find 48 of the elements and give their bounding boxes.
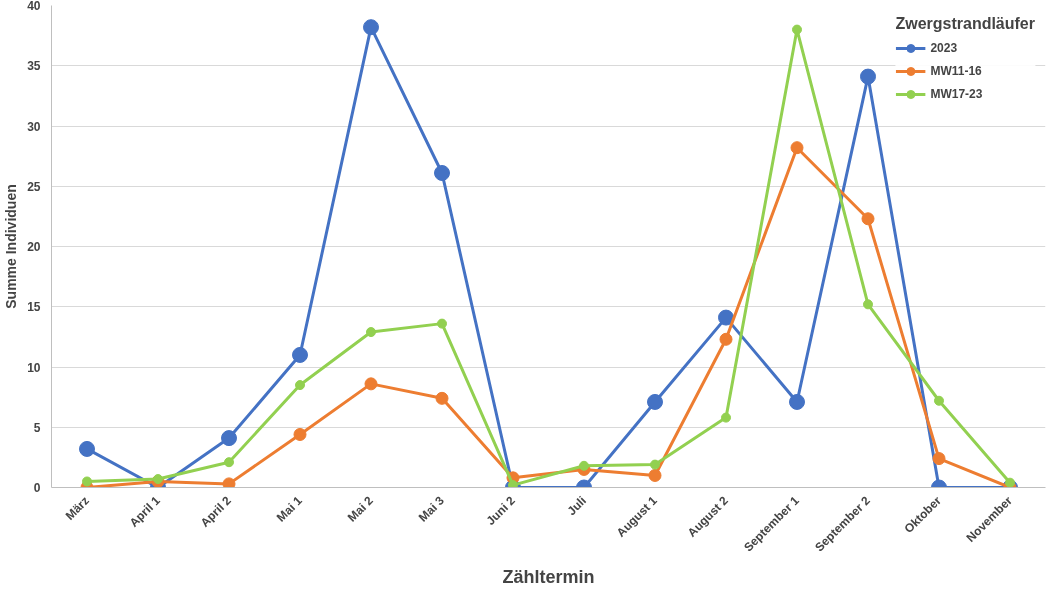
point bbox=[648, 468, 662, 482]
point bbox=[790, 141, 804, 155]
point bbox=[364, 377, 378, 391]
y-axis-title: Summe Individuen bbox=[3, 184, 20, 309]
point bbox=[79, 440, 95, 457]
point bbox=[293, 427, 307, 441]
point bbox=[579, 460, 589, 471]
point bbox=[437, 318, 447, 329]
y-tick-label: 40 bbox=[27, 0, 41, 13]
point bbox=[792, 24, 802, 35]
point bbox=[221, 430, 237, 447]
y-tick-label: 20 bbox=[27, 240, 41, 254]
x-tick-label: Juli bbox=[564, 493, 589, 519]
legend-label: MW11-16 bbox=[930, 64, 982, 78]
point bbox=[224, 457, 234, 468]
y-tick-label: 15 bbox=[27, 300, 41, 315]
y-tick-label: 30 bbox=[27, 119, 41, 134]
y-tick-label: 10 bbox=[27, 360, 41, 375]
y-tick-label: 25 bbox=[27, 179, 41, 194]
legend-title: Zwergstrandläufer bbox=[895, 15, 1035, 33]
point bbox=[650, 459, 660, 470]
point bbox=[363, 19, 379, 36]
point bbox=[934, 395, 944, 406]
point bbox=[863, 299, 873, 310]
point bbox=[222, 477, 236, 488]
x-axis-title: Zähltermin bbox=[502, 567, 595, 588]
point bbox=[292, 346, 308, 363]
point bbox=[721, 412, 731, 423]
point bbox=[82, 476, 92, 487]
legend-label: 2023 bbox=[930, 41, 958, 55]
point bbox=[435, 391, 449, 405]
point bbox=[434, 165, 450, 181]
x-tick-label: Mai 2 bbox=[344, 493, 377, 525]
point bbox=[932, 452, 946, 466]
point bbox=[861, 212, 875, 226]
y-tick-label: 35 bbox=[27, 59, 41, 74]
point bbox=[366, 327, 376, 338]
y-tick-label: 0 bbox=[33, 481, 41, 495]
x-tick-label: Mai 1 bbox=[273, 493, 306, 525]
point bbox=[789, 393, 805, 410]
point bbox=[295, 380, 305, 391]
point bbox=[719, 332, 733, 346]
point bbox=[718, 309, 734, 326]
point bbox=[647, 393, 663, 410]
y-tick-label: 5 bbox=[33, 420, 41, 435]
point bbox=[860, 68, 876, 85]
legend-label: MW17-23 bbox=[930, 87, 983, 101]
x-tick-label: Mai 3 bbox=[415, 493, 448, 525]
